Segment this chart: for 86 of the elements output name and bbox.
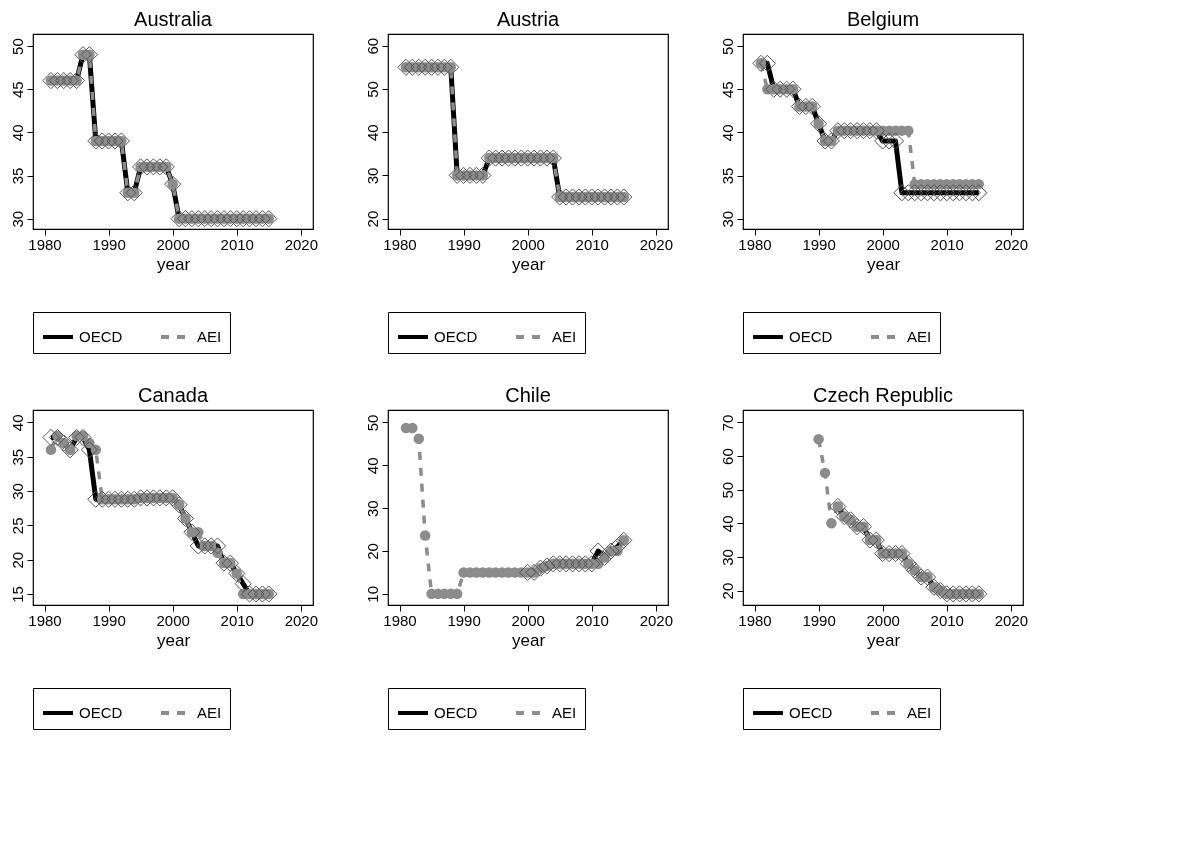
x-tick-label: 2010 <box>575 611 609 629</box>
y-tick-label: 30 <box>8 483 26 500</box>
y-tick-label: 30 <box>718 549 736 566</box>
chart-title: Australia <box>134 8 213 30</box>
y-tick-label: 30 <box>718 210 736 228</box>
y-tick-label: 50 <box>363 81 381 98</box>
x-tick-label: 2000 <box>866 611 900 629</box>
legend-label: OECD <box>79 704 123 721</box>
x-tick-label: 2010 <box>930 235 964 253</box>
legend-label: OECD <box>434 704 478 721</box>
y-tick-label: 70 <box>718 414 736 432</box>
legend-label: OECD <box>789 704 833 721</box>
x-tick-label: 1980 <box>738 611 772 629</box>
legend-label: AEI <box>197 328 222 345</box>
y-tick-label: 45 <box>8 81 26 99</box>
x-tick-label: 2020 <box>284 235 319 253</box>
legend-label: OECD <box>79 328 123 345</box>
y-tick-label: 40 <box>8 124 26 142</box>
y-tick-label: 35 <box>8 448 26 466</box>
x-tick-label: 1980 <box>28 611 62 629</box>
x-axis-title: year <box>866 630 901 650</box>
legend-label: AEI <box>907 328 932 345</box>
y-tick-label: 50 <box>8 38 26 55</box>
x-axis-title: year <box>511 254 546 274</box>
legend-label: AEI <box>552 704 577 721</box>
y-tick-label: 20 <box>363 543 381 560</box>
x-tick-label: 1980 <box>383 611 417 629</box>
x-tick-label: 1980 <box>738 235 772 253</box>
x-tick-label: 2020 <box>639 611 674 629</box>
y-tick-label: 20 <box>8 551 26 569</box>
y-tick-label: 20 <box>363 210 381 228</box>
y-tick-label: 30 <box>363 167 381 185</box>
x-tick-label: 2000 <box>156 611 190 629</box>
y-tick-label: 60 <box>718 448 736 465</box>
x-tick-label: 2010 <box>220 235 254 253</box>
y-tick-label: 40 <box>718 515 736 533</box>
x-tick-label: 2020 <box>284 611 319 629</box>
y-tick-label: 35 <box>718 167 736 185</box>
x-tick-label: 2020 <box>639 235 674 253</box>
x-tick-label: 1980 <box>383 235 417 253</box>
y-tick-label: 50 <box>718 38 736 55</box>
y-tick-label: 30 <box>363 500 381 517</box>
x-tick-label: 1990 <box>802 611 836 629</box>
chart-title: Czech Republic <box>812 384 954 406</box>
y-tick-label: 25 <box>8 517 26 535</box>
x-axis-title: year <box>866 254 901 274</box>
y-tick-label: 50 <box>363 414 381 432</box>
legend-label: AEI <box>197 704 222 721</box>
legend-label: OECD <box>789 328 833 345</box>
y-tick-label: 45 <box>718 81 736 99</box>
x-axis-title: year <box>156 254 191 274</box>
x-tick-label: 2020 <box>994 235 1029 253</box>
x-tick-label: 1990 <box>447 611 481 629</box>
x-tick-label: 1990 <box>92 611 126 629</box>
x-tick-label: 1990 <box>802 235 836 253</box>
chart-title: Chile <box>505 384 551 406</box>
y-tick-label: 20 <box>718 582 736 600</box>
x-tick-label: 2000 <box>511 611 545 629</box>
x-axis-title: year <box>156 630 191 650</box>
x-tick-label: 2010 <box>220 611 254 629</box>
y-tick-label: 60 <box>363 37 381 55</box>
legend-label: AEI <box>907 704 932 721</box>
y-tick-label: 50 <box>718 481 736 499</box>
x-tick-label: 2000 <box>511 235 545 253</box>
legend-label: AEI <box>552 328 577 345</box>
x-tick-label: 1980 <box>28 235 62 253</box>
x-tick-label: 1990 <box>447 235 481 253</box>
y-tick-label: 15 <box>8 586 26 603</box>
x-axis-title: year <box>511 630 546 650</box>
legend-label: OECD <box>434 328 478 345</box>
y-tick-label: 30 <box>8 210 26 228</box>
y-tick-label: 10 <box>363 586 381 603</box>
y-tick-label: 40 <box>8 414 26 432</box>
x-tick-label: 2020 <box>994 611 1029 629</box>
x-tick-label: 2000 <box>156 235 190 253</box>
x-tick-label: 2010 <box>930 611 964 629</box>
chart-title: Canada <box>137 384 209 406</box>
x-tick-label: 2000 <box>866 235 900 253</box>
y-tick-label: 40 <box>718 124 736 142</box>
x-tick-label: 2010 <box>575 235 609 253</box>
x-tick-label: 1990 <box>92 235 126 253</box>
y-tick-label: 40 <box>363 457 381 475</box>
y-tick-label: 35 <box>8 167 26 185</box>
y-tick-label: 40 <box>363 124 381 141</box>
chart-title: Austria <box>496 8 560 30</box>
chart-title: Belgium <box>846 8 920 30</box>
